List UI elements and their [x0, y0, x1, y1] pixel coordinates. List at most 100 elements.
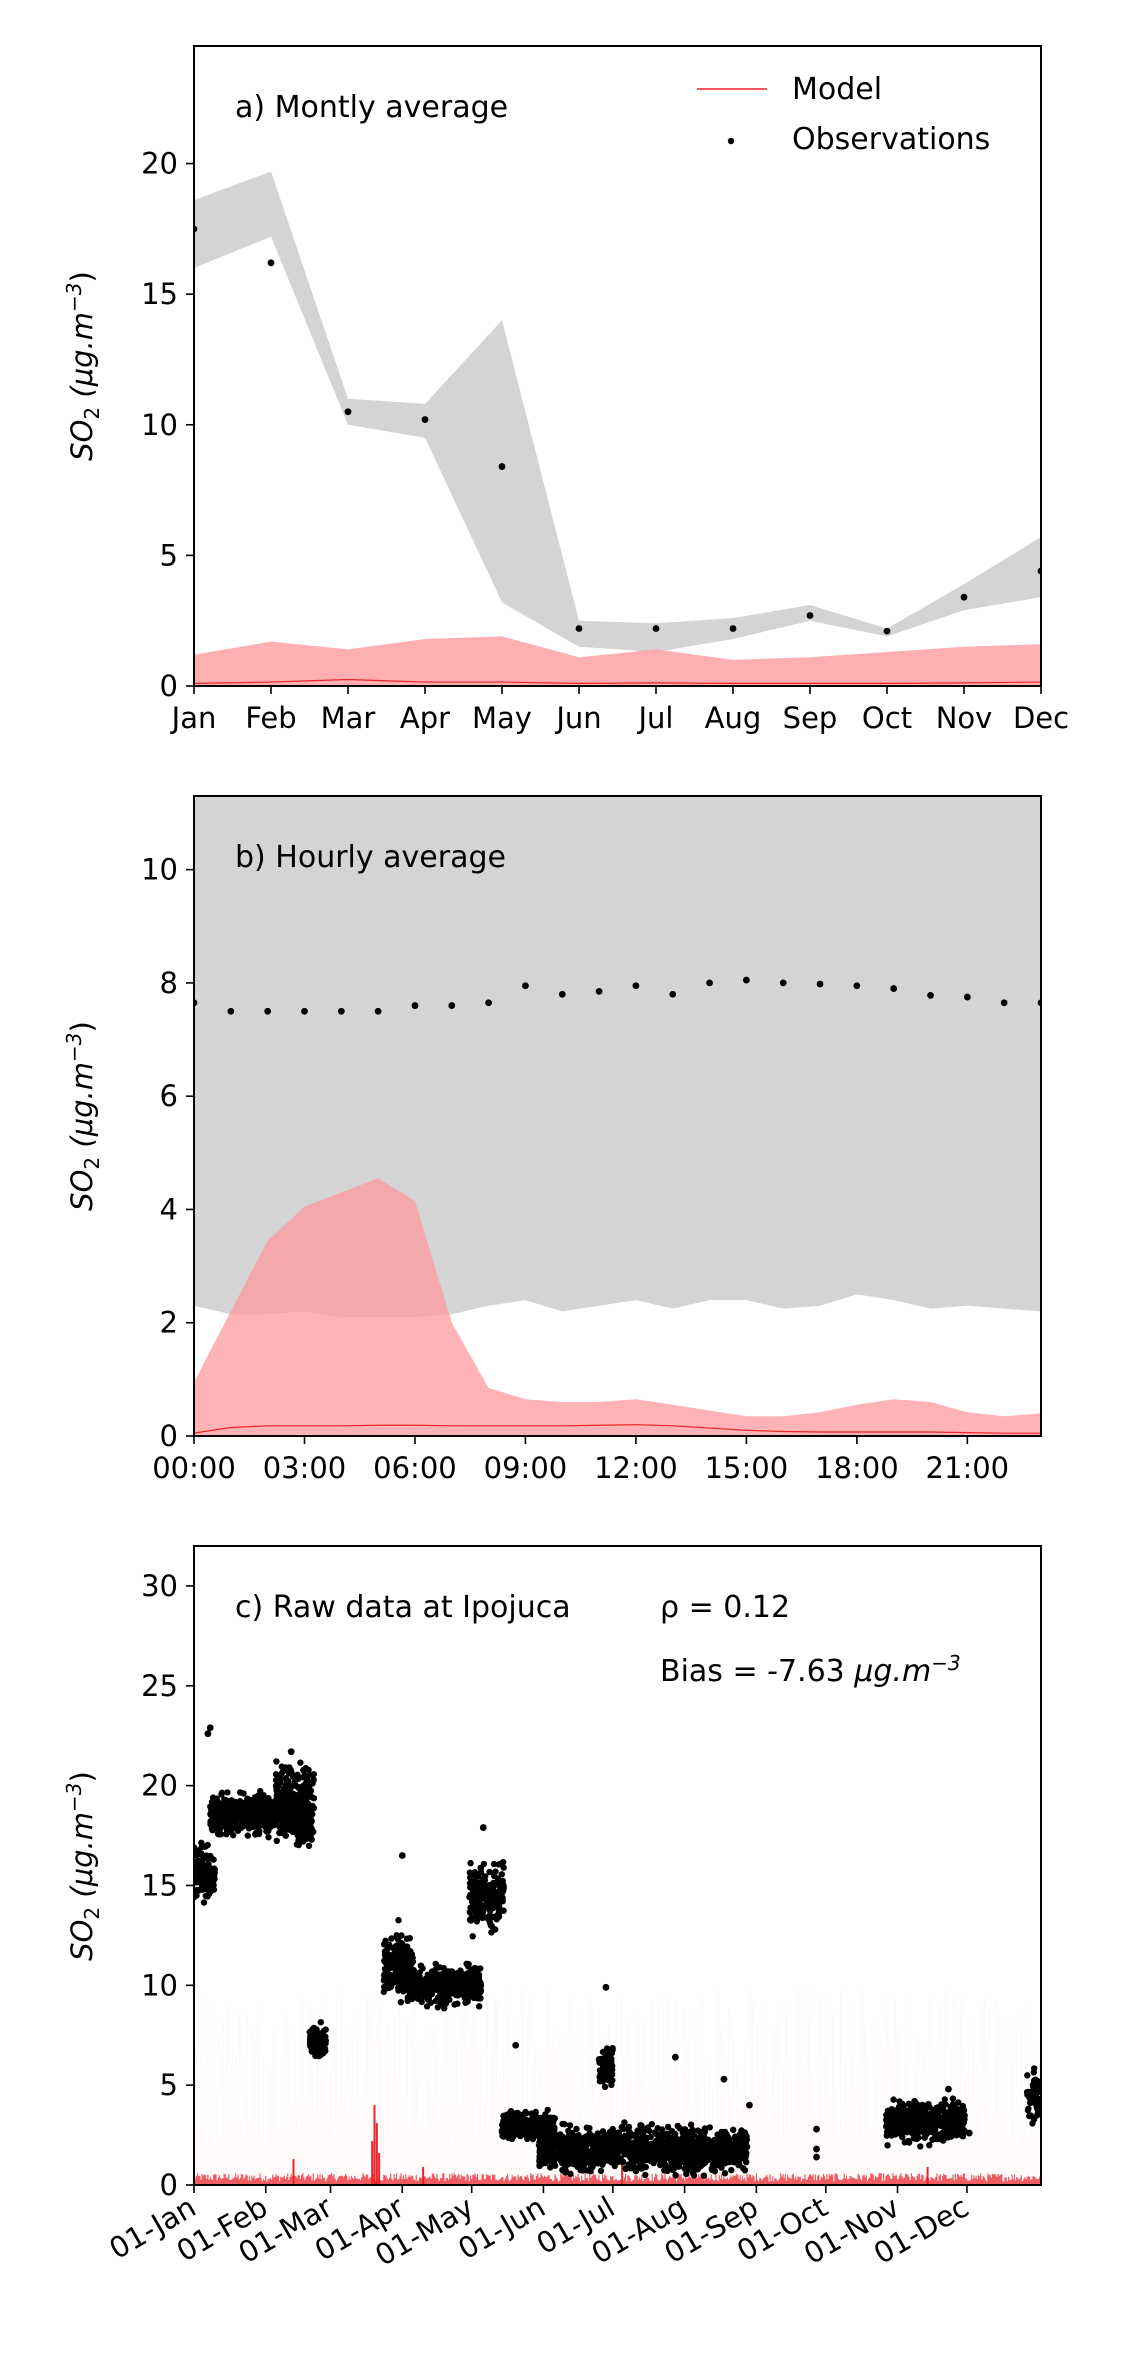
observation-point: [446, 1996, 453, 2003]
observation-point: [588, 2147, 596, 2155]
observation-point: [926, 2104, 933, 2111]
y-tick-label: 5: [160, 538, 178, 572]
observation-point: [303, 1775, 311, 1782]
y-tick-label: 20: [141, 1769, 178, 1803]
observation-point: [1031, 2077, 1038, 2084]
observation-point: [883, 627, 891, 635]
observation-point: [606, 2070, 613, 2078]
observation-point: [484, 1892, 491, 1900]
y-tick-label: 20: [141, 147, 178, 181]
observation-point: [480, 1860, 488, 1868]
y-tick-label: 0: [160, 1419, 178, 1453]
observation-point: [407, 1980, 414, 1988]
observation-point: [395, 1978, 402, 1986]
observation-point: [528, 2116, 535, 2123]
observation-point: [953, 2127, 960, 2134]
observation-point: [551, 2152, 559, 2159]
observation-point: [498, 1871, 505, 1878]
observation-point: [472, 1990, 480, 1998]
observation-point: [285, 1784, 293, 1791]
panel-c-y-ticks: 0 5 10 15 20 25 30: [141, 1569, 194, 2202]
observation-point: [608, 2055, 615, 2063]
observation-point: [211, 1812, 219, 1819]
observation-point: [500, 1864, 507, 1871]
observation-point: [737, 2140, 744, 2147]
observation-point: [465, 1989, 472, 1997]
observation-point: [604, 2150, 611, 2158]
panel-a-plot-area: [194, 171, 1041, 686]
observation-point: [890, 2096, 897, 2103]
observation-point: [273, 1758, 280, 1765]
x-tick-label: Jan: [170, 701, 217, 735]
observation-point: [207, 1821, 214, 1828]
observation-point: [742, 2131, 749, 2139]
observation-point: [479, 1824, 487, 1831]
observation-point: [232, 1822, 239, 1830]
observation-point: [310, 1771, 317, 1778]
observation-point: [466, 1880, 474, 1887]
observation-point: [273, 1782, 280, 1789]
observation-point: [951, 2121, 958, 2128]
observation-point: [438, 1982, 445, 1989]
x-tick-label: Mar: [321, 701, 376, 735]
observation-point: [418, 1987, 425, 1994]
observation-point: [467, 1904, 474, 1911]
observation-point: [637, 2159, 644, 2166]
observation-point: [927, 991, 934, 999]
observation-point: [490, 1860, 498, 1868]
observation-point: [642, 2171, 649, 2179]
panel-a-model-band: [194, 636, 1041, 686]
observation-point: [690, 2132, 698, 2139]
observation-point: [264, 1007, 272, 1015]
observation-point: [920, 2118, 927, 2125]
observation-point: [1026, 2112, 1033, 2120]
observation-point: [853, 982, 861, 990]
observation-point: [255, 1811, 262, 1819]
observation-point: [584, 2167, 591, 2174]
observation-point: [194, 1874, 199, 1882]
observation-point: [194, 1865, 200, 1872]
observation-point: [306, 1790, 313, 1797]
observation-point: [701, 2129, 708, 2136]
observation-point: [570, 2152, 577, 2159]
panel-c-annotation: c) Raw data at Ipojuca: [235, 1590, 571, 1625]
observation-point: [273, 1798, 281, 1805]
panel-a-y-ticks: 0 5 10 15 20: [141, 147, 194, 703]
observation-point: [512, 2041, 520, 2049]
observation-point: [720, 2075, 728, 2083]
observation-point: [307, 2032, 314, 2040]
observation-point: [563, 2149, 571, 2156]
observation-point: [477, 1965, 484, 1972]
observation-point: [585, 2140, 593, 2147]
observation-point: [734, 2160, 741, 2167]
observation-point: [740, 2165, 747, 2172]
observation-point: [387, 1974, 395, 1982]
observation-point: [280, 1802, 288, 1810]
observation-point: [595, 987, 603, 995]
observation-point: [213, 1798, 220, 1805]
observation-point: [613, 2134, 621, 2142]
observation-point: [647, 2155, 654, 2162]
observation-point: [620, 2148, 628, 2156]
observation-point: [546, 2119, 554, 2126]
observation-point: [252, 1829, 260, 1837]
observation-point: [741, 2146, 749, 2154]
observation-point: [516, 2120, 523, 2127]
observation-point: [540, 2155, 547, 2163]
observation-point: [597, 2167, 605, 2175]
observation-point: [209, 1827, 216, 1834]
panel-b-y-axis-label: SO2 (μg.m−3): [62, 1021, 104, 1211]
observation-point: [434, 2004, 441, 2011]
observation-point: [267, 259, 275, 267]
y-tick-label: 5: [160, 2068, 178, 2102]
panel-b-model-line: [194, 1424, 1041, 1434]
observation-point: [813, 2125, 820, 2133]
observation-point: [1000, 999, 1008, 1007]
observation-point: [561, 2163, 569, 2171]
observation-point: [404, 1994, 411, 2002]
observation-point: [307, 1812, 314, 1819]
observation-point: [688, 2160, 695, 2167]
observation-point: [210, 1873, 217, 1880]
observation-point: [723, 2131, 730, 2138]
observation-point: [935, 2135, 943, 2143]
